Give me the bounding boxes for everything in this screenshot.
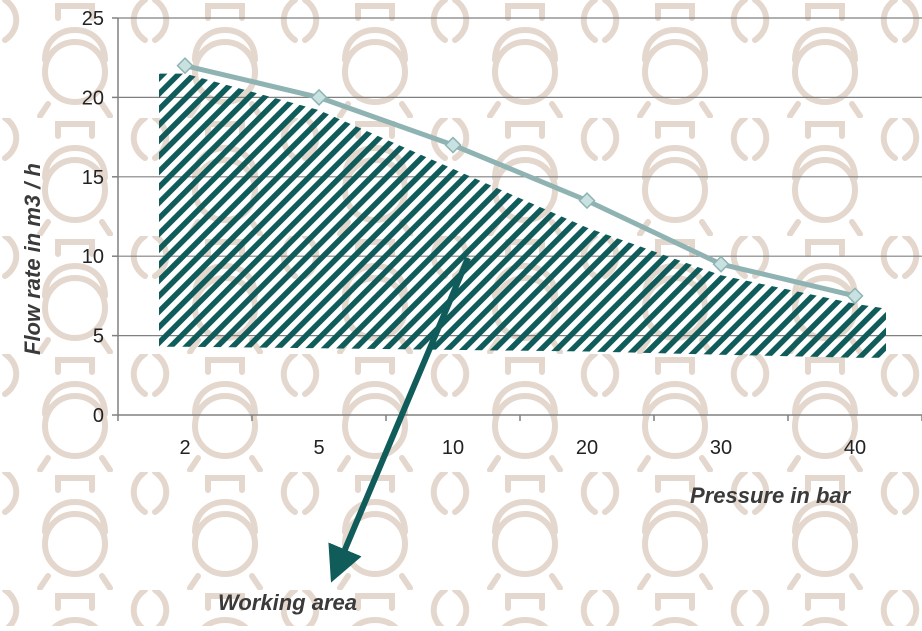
y-tick-label: 20	[82, 87, 104, 109]
data-point	[846, 287, 864, 305]
x-tick-label: 30	[710, 437, 732, 459]
data-point	[444, 136, 462, 154]
x-tick-label: 5	[313, 437, 324, 459]
series-line	[184, 63, 856, 299]
data-point	[712, 255, 730, 273]
data-point	[176, 57, 194, 75]
x-axis-title: Pressure in bar	[690, 483, 852, 508]
x-tick-label: 40	[844, 437, 866, 459]
y-tick-label: 0	[93, 405, 104, 427]
y-tick-label: 5	[93, 326, 104, 348]
series-group	[176, 57, 864, 305]
y-tick-label: 10	[82, 246, 104, 268]
working-area-arrow	[328, 256, 471, 583]
x-tick-label: 10	[442, 437, 464, 459]
axis-ticks	[112, 17, 922, 421]
y-tick-label: 25	[82, 8, 104, 30]
x-tick-label: 20	[576, 437, 598, 459]
y-tick-label: 15	[82, 167, 104, 189]
y-axis-title: Flow rate in m3 / h	[20, 163, 45, 355]
data-point	[578, 192, 596, 210]
working-area-label: Working area	[218, 590, 357, 615]
working-area-hatch	[159, 73, 886, 358]
data-point	[310, 88, 328, 106]
x-tick-label: 2	[179, 437, 190, 459]
